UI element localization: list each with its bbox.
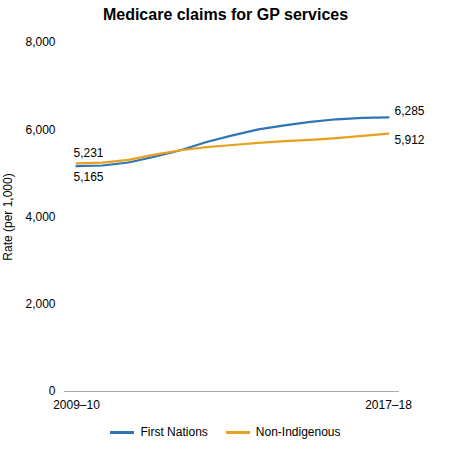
svg-text:8,000: 8,000: [25, 35, 55, 49]
html-text:Non-Indigenous: Non-Indigenous: [255, 425, 341, 439]
svg-text:Rate (per 1,000): Rate (per 1,000): [1, 173, 15, 260]
html-text:Medicare claims for GP service: Medicare claims for GP services: [102, 6, 349, 23]
svg-text:2009–10: 2009–10: [53, 398, 100, 412]
svg-text:6,000: 6,000: [25, 123, 55, 137]
svg-text:2,000: 2,000: [25, 297, 55, 311]
svg-text:5,912: 5,912: [395, 133, 425, 147]
html-text:First Nations: First Nations: [140, 425, 208, 439]
svg-text:5,231: 5,231: [74, 146, 104, 160]
svg-text:5,165: 5,165: [74, 170, 104, 184]
svg-text:4,000: 4,000: [25, 210, 55, 224]
svg-text:6,285: 6,285: [395, 104, 425, 118]
svg-text:0: 0: [49, 384, 56, 398]
svg-text:2017–18: 2017–18: [365, 398, 412, 412]
